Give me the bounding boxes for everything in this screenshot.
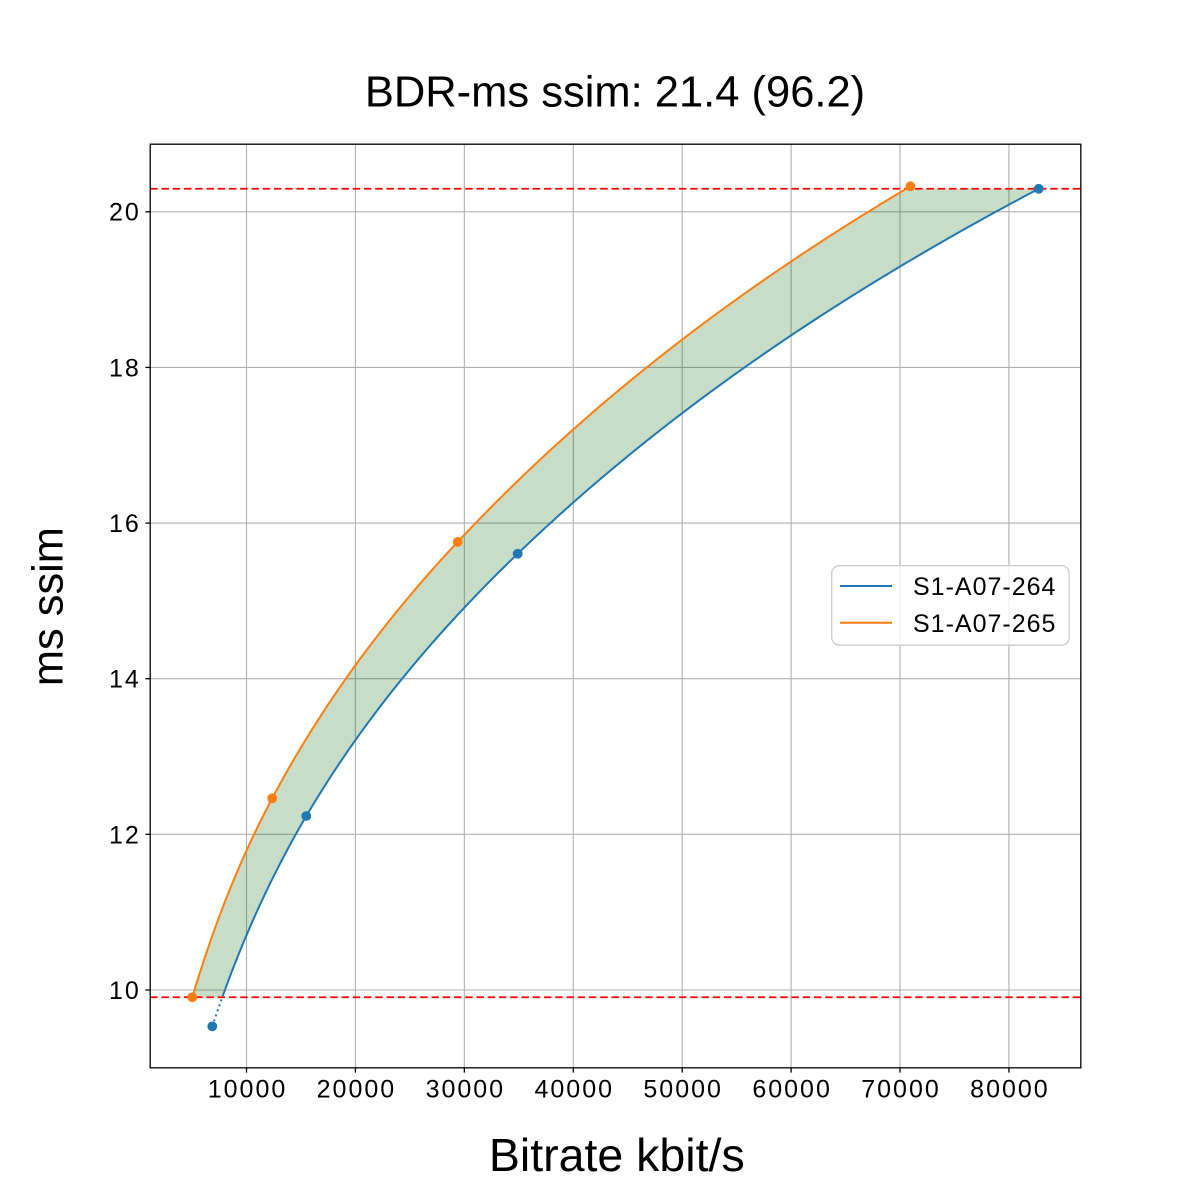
svg-text:S1-A07-264: S1-A07-264 [913,573,1056,601]
svg-text:10000: 10000 [208,1075,288,1103]
svg-text:70000: 70000 [861,1075,941,1103]
svg-text:18: 18 [109,354,141,382]
svg-text:80000: 80000 [970,1075,1050,1103]
svg-text:50000: 50000 [643,1075,723,1103]
svg-text:60000: 60000 [752,1075,832,1103]
svg-text:20000: 20000 [317,1075,397,1103]
svg-text:20: 20 [109,199,141,227]
svg-text:ms ssim: ms ssim [25,527,73,686]
svg-text:16: 16 [109,510,141,538]
svg-text:14: 14 [109,666,141,694]
svg-text:Bitrate kbit/s: Bitrate kbit/s [489,1129,745,1181]
svg-text:10: 10 [109,977,141,1005]
svg-text:S1-A07-265: S1-A07-265 [913,610,1056,638]
svg-text:12: 12 [109,821,141,849]
svg-text:BDR-ms ssim: 21.4 (96.2): BDR-ms ssim: 21.4 (96.2) [365,69,865,117]
svg-text:40000: 40000 [534,1075,614,1103]
svg-text:30000: 30000 [426,1075,506,1103]
